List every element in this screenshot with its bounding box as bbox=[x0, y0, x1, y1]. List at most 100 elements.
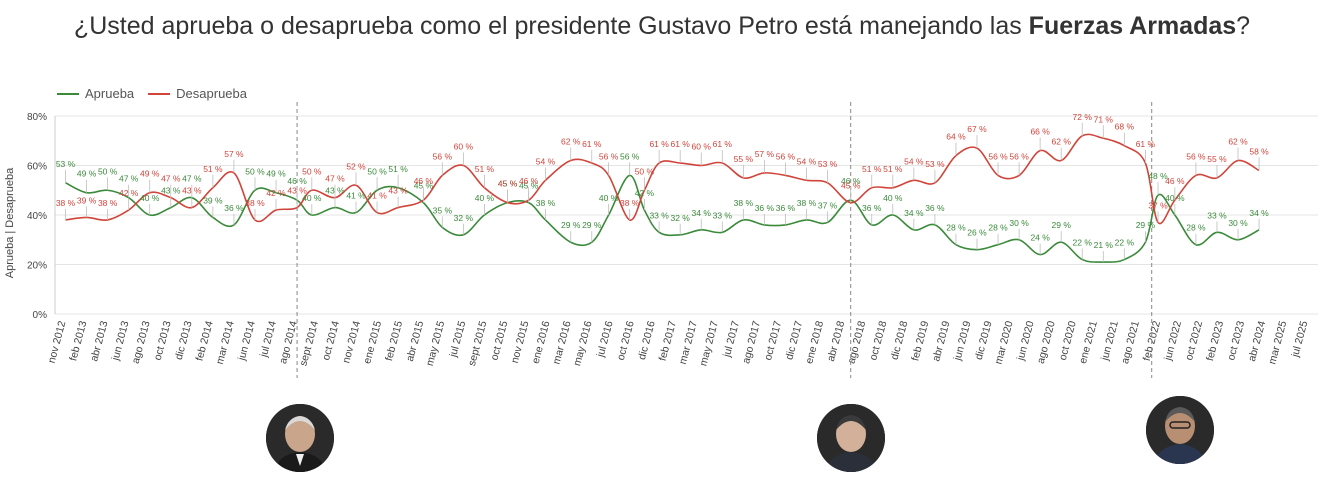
legend-label-aprueba: Aprueba bbox=[85, 86, 135, 101]
data-label-aprueba: 46 % bbox=[841, 176, 861, 186]
data-label-desaprueba: 54 % bbox=[797, 156, 817, 166]
data-label-desaprueba: 38 % bbox=[620, 198, 640, 208]
data-label-aprueba: 47 % bbox=[119, 174, 139, 184]
x-tick-label: feb 2014 bbox=[194, 320, 216, 363]
x-tick-label: ago 2013 bbox=[130, 320, 153, 366]
data-label-desaprueba: 64 % bbox=[946, 132, 966, 142]
portrait-icon bbox=[266, 404, 334, 472]
data-label-aprueba: 38 % bbox=[797, 198, 817, 208]
x-tick-label: dic 2016 bbox=[636, 320, 658, 362]
legend: Aprueba Desaprueba bbox=[57, 86, 261, 101]
x-tick-label: abr 2018 bbox=[825, 320, 847, 363]
data-label-aprueba: 36 % bbox=[862, 203, 882, 213]
data-label-desaprueba: 61 % bbox=[670, 139, 690, 149]
data-label-desaprueba: 66 % bbox=[1030, 127, 1050, 137]
data-label-desaprueba: 62 % bbox=[1228, 137, 1248, 147]
data-label-desaprueba: 53 % bbox=[818, 159, 838, 169]
data-label-aprueba: 22 % bbox=[1115, 238, 1135, 248]
x-tick-label: ago 2017 bbox=[740, 320, 763, 366]
data-label-desaprueba: 68 % bbox=[1115, 122, 1135, 132]
data-label-aprueba: 34 % bbox=[692, 208, 712, 218]
data-label-desaprueba: 51 % bbox=[203, 164, 223, 174]
data-label-desaprueba: 49 % bbox=[140, 169, 160, 179]
data-label-aprueba: 53 % bbox=[56, 159, 76, 169]
data-label-desaprueba: 60 % bbox=[692, 142, 712, 152]
data-label-aprueba: 45 % bbox=[498, 179, 518, 189]
x-tick-label: dic 2017 bbox=[783, 320, 805, 362]
data-label-desaprueba: 58 % bbox=[1249, 146, 1269, 156]
x-tick-label: ene 2015 bbox=[361, 320, 384, 366]
x-tick-label: mar 2016 bbox=[551, 320, 574, 366]
data-label-desaprueba: 51 % bbox=[475, 164, 495, 174]
data-label-aprueba: 33 % bbox=[1207, 210, 1227, 220]
x-tick-label: nov 2014 bbox=[340, 320, 363, 365]
data-label-desaprueba: 56 % bbox=[599, 151, 619, 161]
x-tick-label: dic 2013 bbox=[173, 320, 195, 362]
x-tick-label: ago 2018 bbox=[845, 320, 868, 366]
data-label-aprueba: 50 % bbox=[98, 166, 118, 176]
data-label-aprueba: 50 % bbox=[245, 166, 265, 176]
data-label-aprueba: 22 % bbox=[1073, 238, 1093, 248]
data-label-desaprueba: 56 % bbox=[1186, 151, 1206, 161]
x-tick-label: jul 2017 bbox=[721, 320, 742, 360]
x-tick-label: oct 2022 bbox=[1183, 320, 1205, 362]
data-label-aprueba: 30 % bbox=[1228, 218, 1248, 228]
data-label-aprueba: 28 % bbox=[946, 223, 966, 233]
data-label-aprueba: 51 % bbox=[388, 164, 408, 174]
data-label-aprueba: 48 % bbox=[1148, 171, 1168, 181]
x-tick-label: mar 2014 bbox=[214, 320, 237, 366]
x-tick-label: nov 2015 bbox=[509, 320, 532, 365]
x-tick-label: mar 2017 bbox=[677, 320, 700, 366]
x-tick-label: feb 2015 bbox=[383, 320, 405, 363]
data-label-desaprueba: 42 % bbox=[266, 188, 286, 198]
x-tick-label: feb 2013 bbox=[67, 320, 89, 363]
y-axis-title: Aprueba | Desaprueba bbox=[4, 167, 16, 278]
x-tick-label: feb 2023 bbox=[1204, 320, 1226, 363]
x-tick-label: oct 2023 bbox=[1225, 320, 1247, 362]
x-tick-label: dic 2019 bbox=[973, 320, 995, 362]
data-label-aprueba: 56 % bbox=[620, 151, 640, 161]
x-tick-label: jun 2014 bbox=[236, 320, 258, 363]
x-tick-label: may 2016 bbox=[571, 320, 595, 368]
x-tick-label: oct 2017 bbox=[762, 320, 784, 362]
data-label-aprueba: 40 % bbox=[883, 193, 903, 203]
y-tick-label: 20% bbox=[27, 261, 47, 272]
x-tick-label: may 2015 bbox=[424, 320, 448, 368]
duque-avatar bbox=[817, 404, 885, 472]
x-tick-label: ene 2016 bbox=[530, 320, 553, 366]
data-label-desaprueba: 61 % bbox=[713, 139, 733, 149]
data-label-desaprueba: 42 % bbox=[119, 188, 139, 198]
data-label-aprueba: 29 % bbox=[582, 220, 602, 230]
data-label-desaprueba: 45 % bbox=[841, 181, 861, 191]
data-label-desaprueba: 54 % bbox=[904, 156, 924, 166]
x-tick-label: oct 2013 bbox=[152, 320, 174, 362]
data-label-desaprueba: 56 % bbox=[433, 151, 453, 161]
x-tick-label: feb 2017 bbox=[657, 320, 679, 363]
x-tick-label: abr 2015 bbox=[404, 320, 426, 363]
data-label-aprueba: 40 % bbox=[302, 193, 322, 203]
data-label-desaprueba: 61 % bbox=[582, 139, 602, 149]
data-label-aprueba: 24 % bbox=[1030, 233, 1050, 243]
x-tick-label: jun 2021 bbox=[1099, 320, 1121, 363]
y-tick-label: 40% bbox=[27, 211, 47, 222]
data-label-aprueba: 42 % bbox=[635, 188, 655, 198]
data-label-aprueba: 32 % bbox=[670, 213, 690, 223]
data-label-aprueba: 33 % bbox=[649, 210, 669, 220]
chart-title: ¿Usted aprueba o desaprueba como el pres… bbox=[73, 12, 1251, 40]
legend-item-aprueba[interactable]: Aprueba bbox=[57, 86, 134, 101]
data-label-desaprueba: 51 % bbox=[862, 164, 882, 174]
x-tick-label: oct 2020 bbox=[1057, 320, 1079, 362]
data-label-aprueba: 32 % bbox=[454, 213, 474, 223]
x-tick-label: mar 2020 bbox=[993, 320, 1016, 366]
data-label-aprueba: 45 % bbox=[414, 181, 434, 191]
data-label-aprueba: 28 % bbox=[988, 223, 1008, 233]
data-label-desaprueba: 57 % bbox=[224, 149, 244, 159]
x-tick-label: abr 2024 bbox=[1246, 320, 1268, 363]
data-label-desaprueba: 55 % bbox=[1207, 154, 1227, 164]
legend-item-desaprueba[interactable]: Desaprueba bbox=[148, 86, 247, 101]
x-tick-label: jul 2014 bbox=[258, 320, 279, 360]
x-tick-label: jul 2015 bbox=[447, 320, 468, 360]
data-label-desaprueba: 46 % bbox=[519, 176, 539, 186]
portrait-icon bbox=[1146, 396, 1214, 464]
data-label-desaprueba: 67 % bbox=[967, 124, 987, 134]
